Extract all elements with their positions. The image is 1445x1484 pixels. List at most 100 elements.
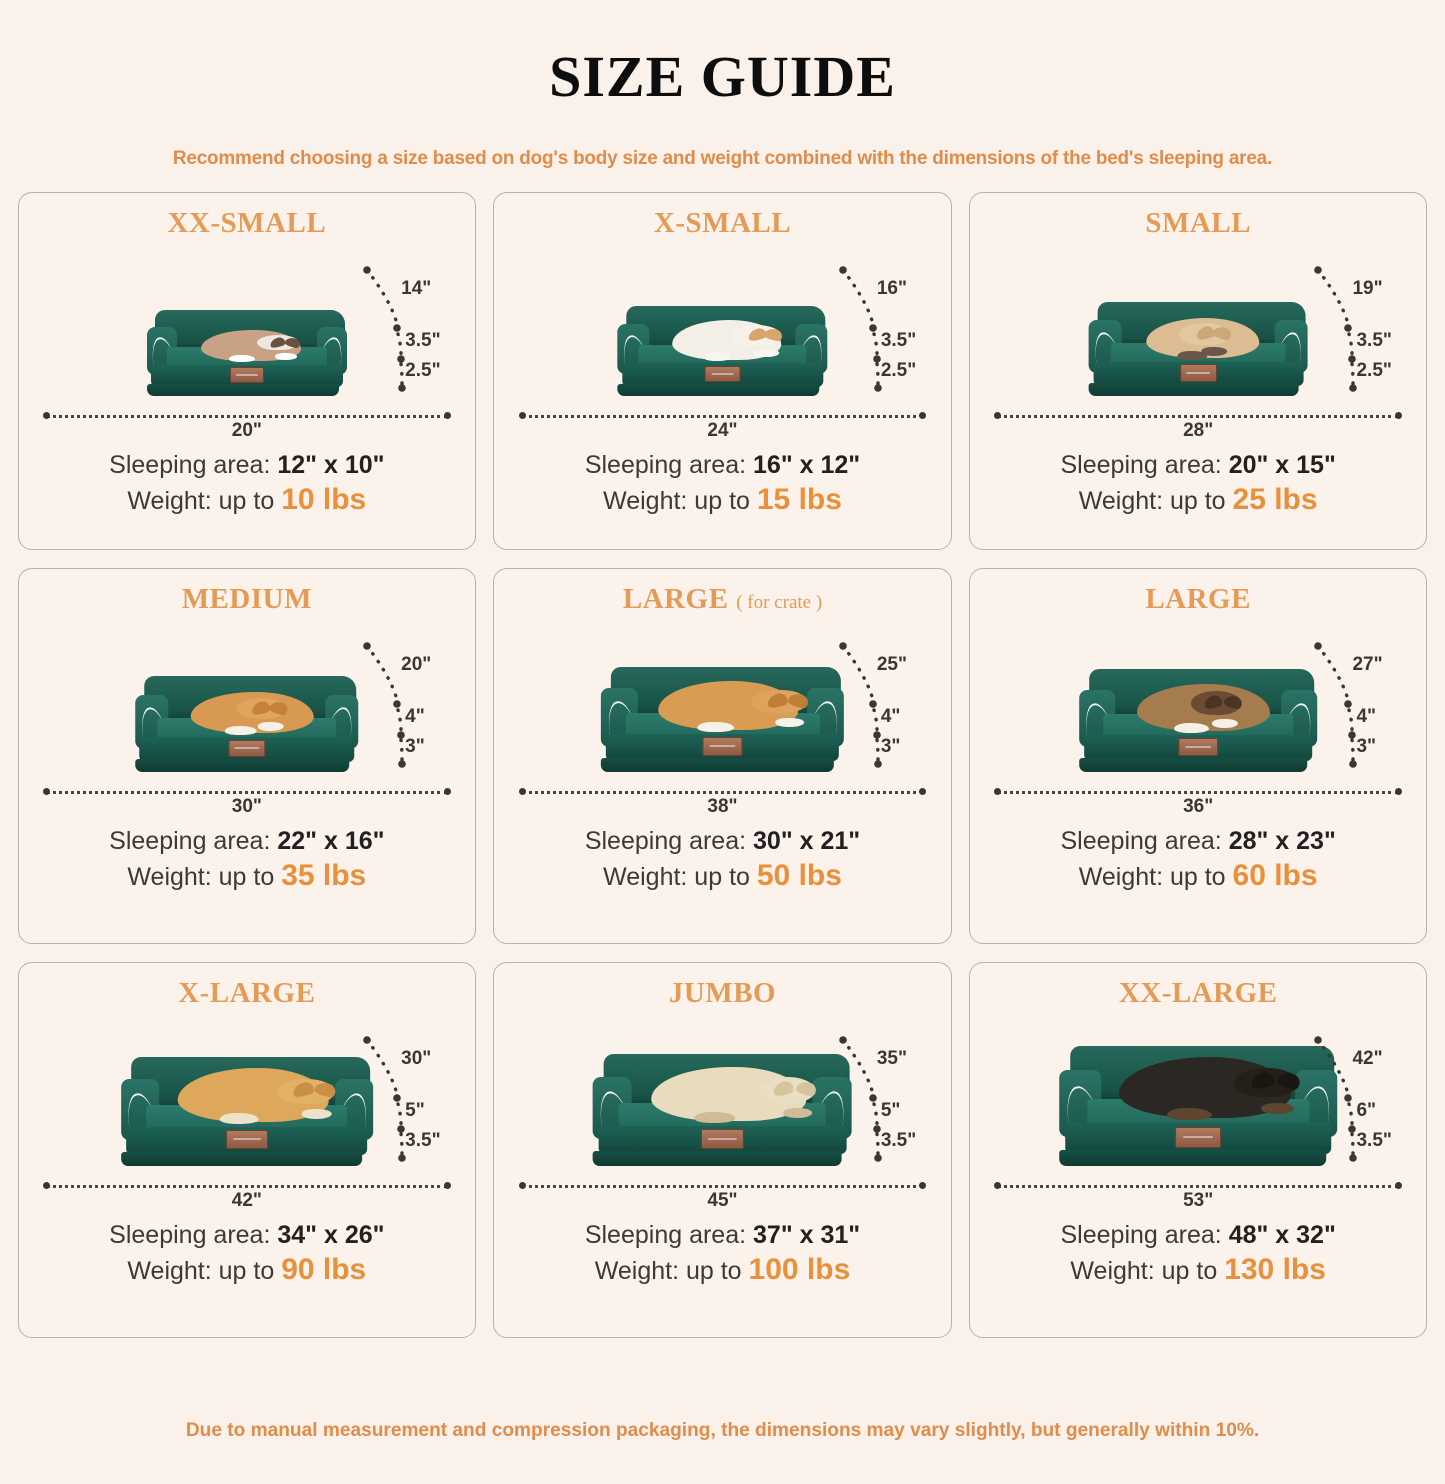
width-cap-left [994, 411, 1002, 419]
card-title-text: MEDIUM [181, 582, 312, 615]
pet-dog-shihtzu [672, 320, 784, 362]
pet-dog-frenchbulldog [1145, 318, 1260, 360]
width-dotted-line-icon [42, 787, 451, 795]
size-card-jumbo[interactable]: JUMBO [493, 961, 952, 1338]
width-cap-right [1395, 787, 1403, 795]
bed-height-label: 35" [876, 1047, 907, 1069]
width-dimension: 45" [518, 1181, 927, 1212]
bed-height-label: 20" [401, 653, 432, 675]
pet-dog-aussie [1136, 684, 1271, 733]
bed-width-label: 42" [231, 1189, 262, 1211]
card-title-xx-large: XX-LARGE [970, 977, 1427, 1010]
dog-bed-graphic [1059, 1046, 1337, 1166]
pet-snout [782, 1107, 813, 1119]
bolster-height-label: 4" [405, 705, 425, 727]
brand-leather-tag [227, 739, 266, 758]
weight-label: Weight: up to [603, 486, 757, 515]
sleeping-area-label: Sleeping area: [1060, 826, 1229, 855]
dimension-dotted-curve-icon [363, 641, 406, 768]
weight-label: Weight: up to [1078, 486, 1233, 515]
width-dimension: 53" [994, 1181, 1403, 1212]
bed-illustration-x-small: 16" 3.5" 2.5" [504, 244, 941, 412]
card-title-text: LARGE [1145, 582, 1251, 615]
sleeping-area-label: Sleeping area: [109, 826, 278, 855]
weight-value: 15 lbs [756, 482, 842, 516]
weight-line: Weight: up to 25 lbs [978, 481, 1419, 519]
width-dotted-line-icon [42, 1181, 451, 1189]
pet-paw [1177, 350, 1208, 360]
bed-illustration-large: 27" 4" 3" [980, 620, 1417, 788]
bed-wrap [1059, 1046, 1337, 1166]
base-height-label: 3.5" [1356, 1129, 1392, 1151]
pet-paw [702, 352, 732, 362]
brand-leather-tag [1179, 364, 1217, 382]
sleeping-area-label: Sleeping area: [109, 1220, 278, 1249]
bed-illustration-small: 19" 3.5" 2.5" [980, 244, 1417, 412]
card-specs-large-crate: Sleeping area: 30" x 21" Weight: up to 5… [494, 825, 951, 895]
pet-paw [224, 725, 257, 735]
width-dotted-line-icon [994, 411, 1403, 419]
bed-width-label: 28" [1183, 419, 1214, 441]
width-dots [521, 1184, 924, 1188]
card-title-x-large: X-LARGE [19, 977, 476, 1010]
pet-dog-shiba [657, 681, 810, 732]
card-title-text: XX-SMALL [167, 206, 327, 239]
base-height-label: 2.5" [405, 359, 441, 381]
size-card-large[interactable]: LARGE [968, 567, 1428, 944]
weight-label: Weight: up to [603, 862, 757, 891]
size-card-small[interactable]: SMALL [968, 191, 1428, 550]
width-dotted-line-icon [518, 411, 927, 419]
base-height-label: 2.5" [880, 359, 917, 381]
width-dimension: 30" [42, 787, 451, 818]
vertical-dimensions: 20" 4" 3" [357, 638, 461, 770]
pet-snout [1201, 346, 1228, 356]
card-title-jumbo: JUMBO [494, 977, 951, 1010]
bed-base-platform [135, 759, 350, 772]
weight-value: 10 lbs [281, 482, 367, 516]
weight-value: 90 lbs [281, 1252, 367, 1286]
size-card-large-crate[interactable]: LARGE ( for crate ) [493, 567, 952, 944]
size-card-xx-large[interactable]: XX-LARGE [968, 961, 1428, 1338]
size-card-grid: XX-SMALL [17, 191, 1428, 1338]
width-cap-left [518, 787, 526, 795]
sleeping-area-value: 48" x 32" [1228, 1220, 1336, 1249]
pet-paw [1167, 1107, 1212, 1121]
size-card-medium[interactable]: MEDIUM [17, 567, 477, 944]
pet-snout [301, 1109, 332, 1120]
card-title-large-crate: LARGE ( for crate ) [494, 583, 951, 616]
base-height-label: 3.5" [405, 1129, 441, 1151]
width-dots [45, 414, 448, 418]
weight-value: 100 lbs [748, 1252, 851, 1286]
pet-snout [752, 348, 780, 358]
bed-base-platform [593, 1151, 842, 1166]
sleeping-area-line: Sleeping area: 28" x 23" [978, 825, 1419, 857]
pet-paw [1174, 722, 1209, 733]
dog-bed-graphic [1079, 669, 1317, 772]
bed-width-label: 20" [231, 419, 262, 441]
bed-wrap [135, 675, 359, 772]
base-height-label: 3" [1356, 735, 1377, 757]
card-specs-xx-small: Sleeping area: 12" x 10" Weight: up to 1… [19, 449, 476, 519]
size-card-xx-small[interactable]: XX-SMALL [17, 191, 477, 550]
page-subtitle: Recommend choosing a size based on dog's… [172, 146, 1273, 169]
bed-wrap [120, 1057, 373, 1166]
pet-dog-goldenretriever [177, 1068, 338, 1125]
pet-paw [694, 1112, 735, 1124]
width-dots [521, 414, 924, 418]
sleeping-area-label: Sleeping area: [584, 450, 754, 479]
pet-dog-labrador [651, 1066, 819, 1124]
size-card-x-small[interactable]: X-SMALL [493, 191, 952, 550]
pet-cat-ragdoll [200, 329, 301, 363]
width-cap-left [518, 1181, 526, 1189]
card-title-text: X-SMALL [653, 206, 792, 239]
sleeping-area-label: Sleeping area: [1060, 1220, 1229, 1249]
bed-height-label: 42" [1352, 1047, 1383, 1069]
pet-snout [1261, 1102, 1295, 1115]
weight-line: Weight: up to 60 lbs [978, 857, 1419, 895]
sleeping-area-value: 30" x 21" [753, 826, 861, 855]
bed-width-label: 45" [707, 1189, 738, 1211]
base-height-label: 3.5" [880, 1129, 917, 1151]
bed-wrap [1088, 301, 1308, 396]
dimension-dotted-curve-icon [839, 265, 882, 392]
size-card-x-large[interactable]: X-LARGE [17, 961, 477, 1338]
